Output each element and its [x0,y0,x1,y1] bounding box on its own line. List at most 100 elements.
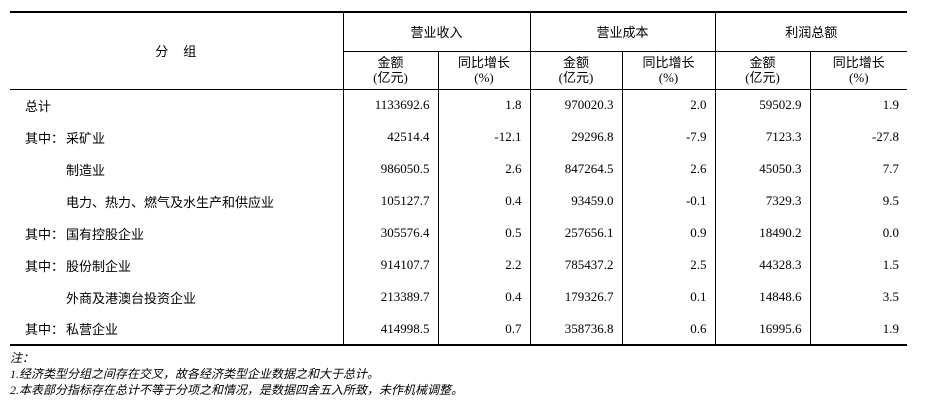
row-prefix: 其中： [25,130,65,146]
cell-value: 42514.4 [342,121,438,153]
cell-value: 7.7 [809,153,908,185]
table-row-private: 其中： 私营企业 414998.5 0.7 358736.8 0.6 16995.… [10,313,908,345]
row-name: 总计 [25,98,52,114]
row-label: 制造业 [10,153,343,185]
cell-value: 970020.3 [529,89,623,121]
growth-unit: (%) [658,69,679,85]
subheader-profit-amount: 金额 (亿元) [714,51,811,90]
row-label: 其中： 私营企业 [10,313,343,345]
subheader-profit-growth: 同比增长 (%) [809,51,908,90]
subheader-cost-amount: 金额 (亿元) [529,51,623,90]
footnote-title: 注： [10,351,35,365]
cell-value: 29296.8 [529,121,623,153]
growth-label: 同比增长 [642,54,695,70]
table-row-total: 总计 1133692.6 1.8 970020.3 2.0 59502.9 1.… [10,89,908,121]
cell-value: 7123.3 [714,121,811,153]
cell-value: 14848.6 [714,281,811,313]
cell-value: 986050.5 [342,153,438,185]
subheader-revenue-growth: 同比增长 (%) [437,51,531,90]
table-row-mining: 其中： 采矿业 42514.4 -12.1 29296.8 -7.9 7123.3… [10,121,908,153]
cell-value: 847264.5 [529,153,623,185]
amount-unit: (亿元) [373,69,408,85]
cell-value: -7.9 [621,121,716,153]
footnotes: 注： 1.经济类型分组之间存在交叉，故各经济类型企业数据之和大于总计。 2.本表… [10,350,907,398]
growth-unit: (%) [849,69,869,85]
cell-value: 93459.0 [529,185,623,217]
table-row-state-owned: 其中： 国有控股企业 305576.4 0.5 257656.1 0.9 1849… [10,217,908,249]
header-operating-cost: 营业成本 [529,12,716,52]
row-name: 股份制企业 [66,258,132,274]
subheader-revenue-amount: 金额 (亿元) [342,51,438,90]
cell-value: 2.6 [621,153,716,185]
row-label: 外商及港澳台投资企业 [10,281,343,313]
cell-value: 179326.7 [529,281,623,313]
cell-value: -27.8 [809,121,908,153]
cell-value: 7329.3 [714,185,811,217]
cell-value: -0.1 [621,185,716,217]
cell-value: 1133692.6 [342,89,438,121]
cell-value: 3.5 [809,281,908,313]
amount-label: 金额 [749,54,776,70]
cell-value: 9.5 [809,185,908,217]
cell-value: 0.4 [437,281,531,313]
row-name: 外商及港澳台投资企业 [66,290,197,306]
cell-value: 59502.9 [714,89,811,121]
row-label: 其中： 股份制企业 [10,249,343,281]
cell-value: 45050.3 [714,153,811,185]
row-name: 私营企业 [66,322,119,337]
cell-value: 44328.3 [714,249,811,281]
header-total-profit: 利润总额 [714,12,908,52]
cell-value: 358736.8 [529,313,623,345]
growth-unit: (%) [474,69,494,85]
cell-value: 0.7 [437,313,531,345]
header-group-column: 分 组 [10,12,344,90]
cell-value: 2.2 [437,249,531,281]
footnote-item: 1.经济类型分组之间存在交叉，故各经济类型企业数据之和大于总计。 [10,367,380,381]
footnote-item: 2.本表部分指标存在总计不等于分项之和情况，是数据四舍五入所致，未作机械调整。 [10,383,464,397]
table-row-manufacturing: 制造业 986050.5 2.6 847264.5 2.6 45050.3 7.… [10,153,908,185]
cell-value: 18490.2 [714,217,811,249]
cell-value: 213389.7 [342,281,438,313]
amount-unit: (亿元) [745,69,780,85]
cell-value: 0.0 [809,217,908,249]
cell-value: -12.1 [437,121,531,153]
cell-value: 16995.6 [714,313,811,345]
header-operating-revenue: 营业收入 [342,12,531,52]
cell-value: 1.9 [809,313,908,345]
row-prefix: 其中： [25,258,65,274]
row-label: 总计 [10,89,343,121]
row-prefix: 其中： [25,322,65,337]
cell-value: 2.0 [621,89,716,121]
cell-value: 414998.5 [342,313,438,345]
table-row-foreign-invested: 外商及港澳台投资企业 213389.7 0.4 179326.7 0.1 148… [10,281,908,313]
cell-value: 1.9 [809,89,908,121]
row-label: 其中： 国有控股企业 [10,217,343,249]
amount-label: 金额 [563,54,590,70]
cell-value: 0.5 [437,217,531,249]
cell-value: 0.4 [437,185,531,217]
table-row-joint-stock: 其中： 股份制企业 914107.7 2.2 785437.2 2.5 44328… [10,249,908,281]
cell-value: 785437.2 [529,249,623,281]
growth-label: 同比增长 [458,54,511,70]
cell-value: 0.9 [621,217,716,249]
table-row-utilities: 电力、热力、燃气及水生产和供应业 105127.7 0.4 93459.0 -0… [10,185,908,217]
cell-value: 105127.7 [342,185,438,217]
cell-value: 0.1 [621,281,716,313]
row-label: 其中： 采矿业 [10,121,343,153]
cell-value: 914107.7 [342,249,438,281]
cell-value: 2.6 [437,153,531,185]
amount-unit: (亿元) [558,69,594,85]
cell-value: 1.5 [809,249,908,281]
cell-value: 257656.1 [529,217,623,249]
row-name: 国有控股企业 [66,226,145,242]
statistics-table: 分 组 营业收入 营业成本 利润总额 金额 (亿元) 同比增长 (%) 金额 (… [10,11,908,346]
amount-label: 金额 [377,54,404,70]
row-label: 电力、热力、燃气及水生产和供应业 [10,185,343,217]
growth-label: 同比增长 [832,54,885,70]
row-name: 电力、热力、燃气及水生产和供应业 [66,194,275,210]
cell-value: 305576.4 [342,217,438,249]
cell-value: 2.5 [621,249,716,281]
cell-value: 0.6 [621,313,716,345]
row-prefix: 其中： [25,226,65,242]
